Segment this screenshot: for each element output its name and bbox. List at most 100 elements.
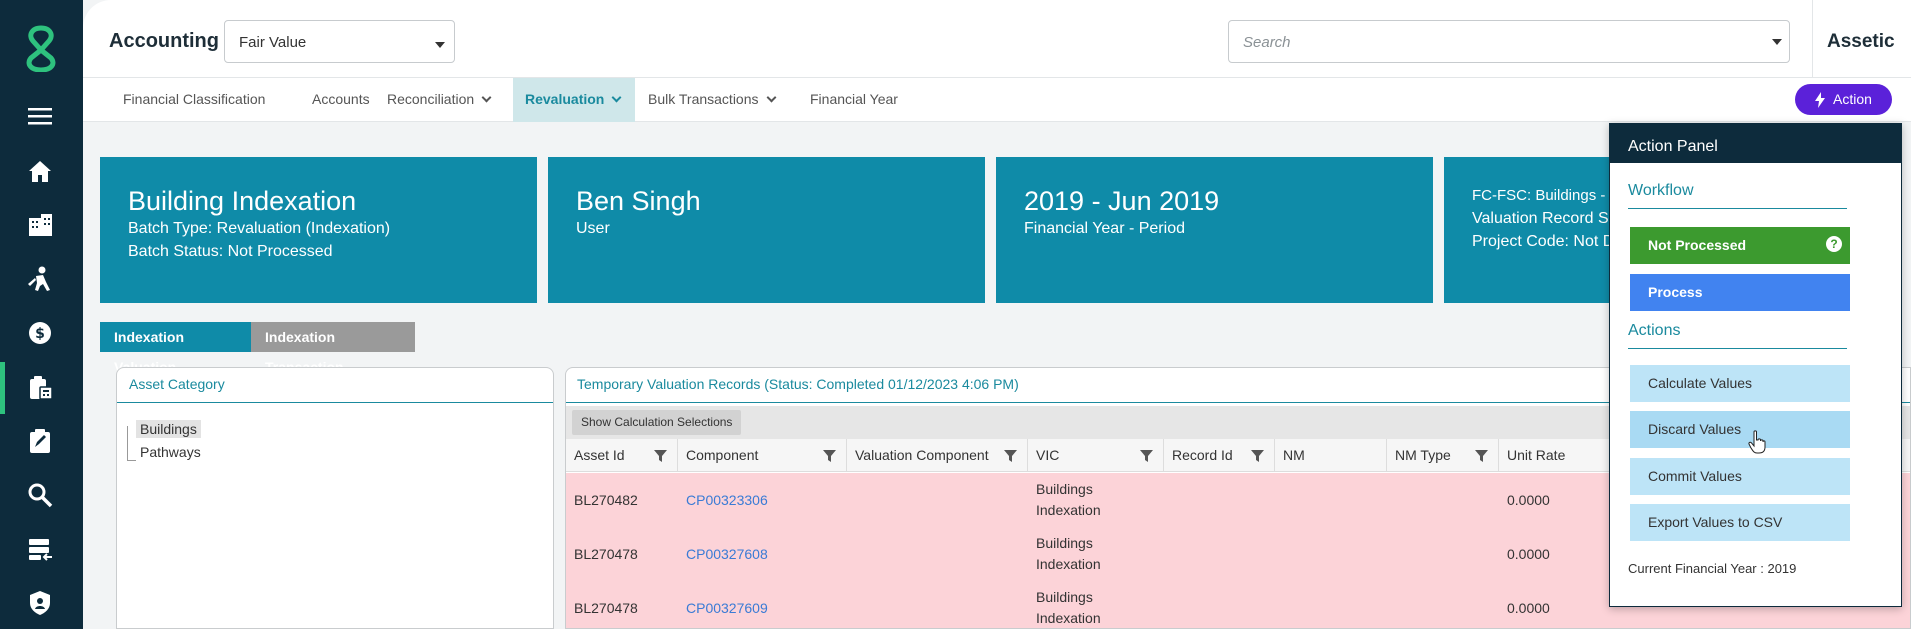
current-financial-year: Current Financial Year : 2019 (1628, 561, 1797, 576)
status-label: Not Processed (1648, 237, 1747, 253)
filter-icon[interactable] (823, 450, 836, 462)
cell-vic: Buildings Indexation (1036, 535, 1101, 572)
caret-down-icon (435, 42, 445, 48)
discard-values-button[interactable]: Discard Values (1630, 411, 1850, 448)
tab-financial-classification[interactable]: Financial Classification (111, 78, 277, 122)
filter-icon[interactable] (1475, 450, 1488, 462)
batch-card: Building Indexation Batch Type: Revaluat… (100, 157, 537, 303)
batch-type: Batch Type: Revaluation (Indexation) (128, 220, 391, 237)
tree-item-pathways[interactable]: Pathways (140, 444, 201, 460)
column-header-nm[interactable]: NM (1275, 439, 1387, 472)
module-select[interactable]: Fair Value (224, 20, 455, 63)
cell-unit-rate: 0.0000 (1507, 545, 1550, 562)
search-placeholder: Search (1243, 34, 1291, 51)
tab-bulk-transactions[interactable]: Bulk Transactions (636, 78, 787, 122)
cell-asset-id: BL270478 (574, 545, 638, 562)
edit-clipboard-icon[interactable] (25, 426, 55, 456)
column-header-asset-id[interactable]: Asset Id (566, 439, 678, 472)
chevron-down-icon (766, 92, 776, 103)
app-title: Accounting (109, 30, 219, 52)
finance-icon[interactable]: $ (25, 318, 55, 348)
period-title: 2019 - Jun 2019 (1024, 186, 1220, 216)
action-panel-title: Action Panel (1610, 124, 1901, 163)
not-processed-status-button[interactable]: Not Processed ? (1630, 227, 1850, 264)
column-label: Record Id (1172, 447, 1233, 463)
left-navigation: $ (0, 0, 83, 629)
tab-accounts[interactable]: Accounts (300, 78, 382, 122)
period-label: Financial Year - Period (1024, 220, 1185, 237)
tab-reconciliation[interactable]: Reconciliation (375, 78, 502, 122)
batch-title: Building Indexation (128, 186, 357, 216)
buildings-icon[interactable] (25, 210, 55, 240)
home-icon[interactable] (25, 156, 55, 186)
user-card: Ben Singh User (548, 157, 985, 303)
section-divider (1628, 348, 1847, 349)
cell-asset-id: BL270482 (574, 491, 638, 508)
help-icon[interactable]: ? (1826, 236, 1842, 252)
org-name: Assetic (1827, 31, 1895, 52)
menu-icon[interactable] (25, 101, 55, 131)
action-button-label: Action (1833, 91, 1872, 107)
panel-divider (117, 402, 553, 403)
module-select-value: Fair Value (239, 34, 307, 51)
cell-component-link[interactable]: CP00327609 (686, 599, 768, 616)
column-header-nm-type[interactable]: NM Type (1387, 439, 1499, 472)
action-button[interactable]: Action (1795, 84, 1892, 115)
column-label: NM (1283, 447, 1305, 463)
tab-indexation-valuation[interactable]: Indexation Valuation (100, 322, 251, 375)
cell-asset-id: BL270478 (574, 599, 638, 616)
column-label: NM Type (1395, 447, 1451, 463)
tab-indexation-transaction[interactable]: Indexation Transaction (251, 322, 415, 375)
section-divider (1628, 208, 1847, 209)
chevron-down-icon (481, 92, 492, 103)
search-input[interactable]: Search (1228, 20, 1790, 63)
user-name: Ben Singh (576, 186, 701, 216)
tree-item-buildings[interactable]: Buildings (136, 420, 201, 438)
grid-title: Temporary Valuation Records (Status: Com… (577, 376, 1019, 392)
accounting-clipboard-icon[interactable] (25, 373, 55, 403)
cell-unit-rate: 0.0000 (1507, 599, 1550, 616)
cell-component-link[interactable]: CP00327608 (686, 545, 768, 562)
hand-cursor-icon (1748, 430, 1766, 454)
period-card: 2019 - Jun 2019 Financial Year - Period (996, 157, 1433, 303)
filter-icon[interactable] (1004, 450, 1017, 462)
filter-icon[interactable] (1251, 450, 1264, 462)
column-label: Unit Rate (1507, 447, 1566, 463)
column-header-component[interactable]: Component (678, 439, 847, 472)
column-header-unit-rate[interactable]: Unit Rate (1499, 439, 1619, 472)
workflow-heading: Workflow (1628, 182, 1694, 199)
classification-line: FC-FSC: Buildings - B (1472, 187, 1620, 204)
action-panel: Action Panel Workflow Not Processed ? Pr… (1609, 123, 1902, 607)
worker-icon[interactable] (25, 264, 55, 294)
tab-financial-year[interactable]: Financial Year (798, 78, 910, 122)
batch-status: Batch Status: Not Processed (128, 243, 333, 260)
server-import-icon[interactable] (25, 534, 55, 564)
process-button[interactable]: Process (1630, 274, 1850, 311)
assetic-logo-icon[interactable] (20, 22, 62, 72)
user-label: User (576, 220, 610, 237)
cell-vic: Buildings Indexation (1036, 481, 1101, 518)
filter-icon[interactable] (654, 450, 667, 462)
tab-revaluation[interactable]: Revaluation (513, 78, 635, 122)
asset-category-title: Asset Category (129, 376, 225, 392)
show-calculation-selections-button[interactable]: Show Calculation Selections (572, 410, 742, 435)
filter-icon[interactable] (1140, 450, 1153, 462)
column-header-valuation-component[interactable]: Valuation Component (847, 439, 1028, 472)
cell-vic: Buildings Indexation (1036, 589, 1101, 626)
tab-label: Financial Classification (123, 91, 266, 107)
cell-component-link[interactable]: CP00323306 (686, 491, 768, 508)
column-label: Valuation Component (855, 447, 989, 463)
panel-divider (566, 402, 1910, 403)
shield-user-icon[interactable] (25, 588, 55, 618)
caret-down-icon[interactable] (1772, 39, 1782, 45)
module-tabs: Financial Classification Accounts Reconc… (83, 78, 1911, 122)
column-header-record-id[interactable]: Record Id (1164, 439, 1275, 472)
top-bar: Accounting Fair Value Search Assetic (83, 0, 1911, 78)
search-icon[interactable] (25, 480, 55, 510)
commit-values-button[interactable]: Commit Values (1630, 458, 1850, 495)
actions-heading: Actions (1628, 322, 1681, 339)
column-header-vic[interactable]: VIC (1028, 439, 1164, 472)
export-values-csv-button[interactable]: Export Values to CSV (1630, 504, 1850, 541)
calculate-values-button[interactable]: Calculate Values (1630, 365, 1850, 402)
classification-card: FC-FSC: Buildings - B Valuation Record S… (1444, 157, 1624, 303)
